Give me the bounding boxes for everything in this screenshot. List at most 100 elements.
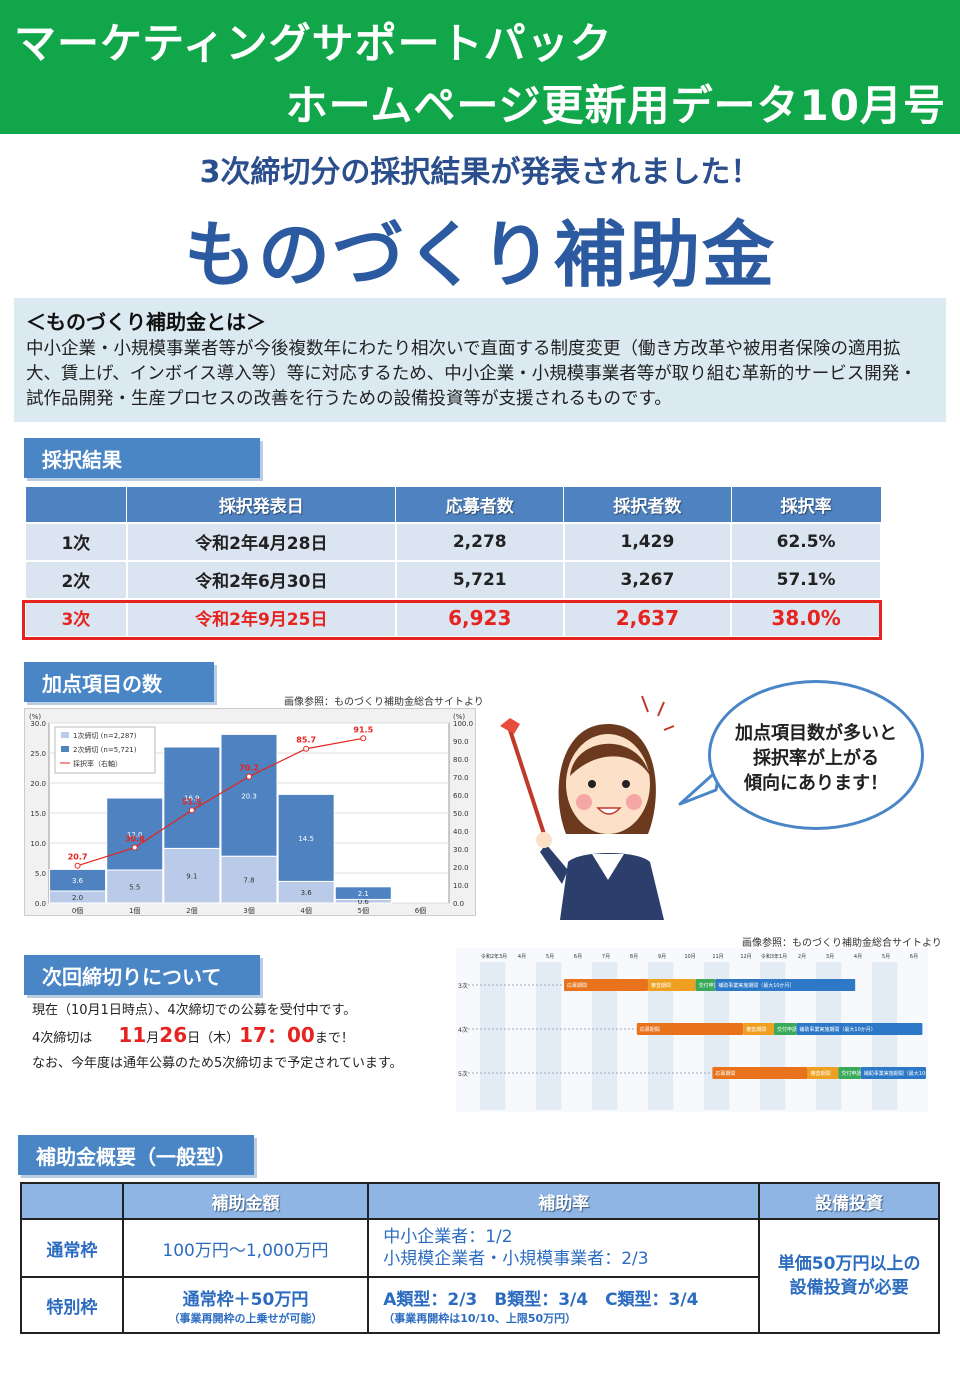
hand bbox=[536, 832, 552, 848]
table-row: 特別枠 通常枠＋50万円 （事業再開枠の上乗せが可能） A類型：2/3 B類型：… bbox=[20, 1276, 939, 1334]
table-cell: 2,278 bbox=[394, 521, 565, 562]
rate-line: 小規模企業者・小規模事業者：2/3 bbox=[383, 1249, 649, 1269]
table-cell: 57.1% bbox=[730, 559, 882, 600]
table-cell: 3次 bbox=[24, 597, 128, 638]
rate-label: 20.7 bbox=[68, 853, 88, 862]
results-header: 採択者数 bbox=[563, 486, 732, 523]
bar-label: 9.1 bbox=[186, 873, 197, 881]
summary-header: 補助率 bbox=[367, 1182, 761, 1220]
schedule-row-label: 5次 bbox=[458, 1070, 468, 1078]
rate-cell: 中小企業者：1/2 小規模企業者・小規模事業者：2/3 bbox=[367, 1218, 761, 1278]
bangs bbox=[570, 743, 650, 776]
deadline-line3: なお、今年度は通年公募のため5次締切まで予定されています。 bbox=[32, 1056, 403, 1071]
rate-point bbox=[74, 862, 81, 869]
schedule-phase-label: 交付申請 bbox=[777, 1026, 797, 1033]
investment-cell: 単価50万円以上の設備投資が必要 bbox=[758, 1218, 940, 1334]
deadline-text: 現在（10月1日時点）、4次締切での公募を受付中です。 4次締切は 11月26日… bbox=[32, 998, 403, 1076]
schedule-phase-label: 応募期間 bbox=[715, 1070, 735, 1077]
results-table: 採択発表日 応募者数 採択者数 採択率 1次 令和2年4月28日 2,278 1… bbox=[24, 486, 882, 638]
header-line2: ホームページ更新用データ10月号 bbox=[285, 81, 946, 130]
right-tick-label: 70.0 bbox=[453, 774, 469, 782]
attention-marks bbox=[641, 695, 675, 731]
collar bbox=[592, 854, 624, 880]
category-label: 3個 bbox=[243, 906, 254, 915]
schedule-phase-label: 審査期間 bbox=[746, 1026, 766, 1033]
deadline-post: まで！ bbox=[314, 1031, 354, 1046]
bar-label: 3.6 bbox=[301, 889, 313, 897]
bar-label: 20.3 bbox=[241, 792, 257, 800]
right-unit: (%) bbox=[453, 713, 465, 721]
bonus-label: 加点項目の数 bbox=[24, 662, 214, 702]
schedule-phase-label: 補助事業実施期間（最大10か月） bbox=[799, 1026, 875, 1033]
rate-label: 70.2 bbox=[239, 764, 259, 773]
deadline-line1: 現在（10月1日時点）、4次締切での公募を受付中です。 bbox=[32, 1003, 357, 1018]
amount-cell: 通常枠＋50万円 （事業再開枠の上乗せが可能） bbox=[121, 1276, 370, 1334]
rate-label: 51.5 bbox=[182, 797, 202, 806]
table-cell: 2次 bbox=[24, 559, 128, 600]
month-column bbox=[480, 962, 506, 1110]
deadline-time: 17：00 bbox=[239, 1023, 315, 1047]
month-label: 6月 bbox=[574, 954, 582, 960]
schedule-phase-label: 交付申請 bbox=[699, 982, 719, 989]
results-header-row: 採択発表日 応募者数 採択者数 採択率 bbox=[24, 486, 882, 523]
month-label: 9月 bbox=[658, 954, 666, 960]
chart-caption: 画像参照：ものづくり補助金総合サイトより bbox=[284, 697, 484, 708]
month-label: 12月 bbox=[740, 954, 751, 960]
legend-swatch bbox=[61, 746, 69, 752]
summary-header bbox=[20, 1182, 124, 1220]
right-tick-label: 80.0 bbox=[453, 756, 469, 764]
summary-header: 補助金額 bbox=[121, 1182, 370, 1220]
bar-series1 bbox=[106, 869, 164, 904]
category-label: 4個 bbox=[300, 906, 311, 915]
table-cell: 3,267 bbox=[562, 559, 733, 600]
about-box: ＜ものづくり補助金とは＞ 中小企業・小規模事業者等が今後複数年にわたり相次いで直… bbox=[14, 298, 946, 422]
rate-cell: A類型：2/3 B類型：3/4 C類型：3/4 （事業再開枠は10/10、上限5… bbox=[367, 1276, 761, 1334]
bar-label: 7.8 bbox=[243, 877, 254, 885]
eye-left bbox=[588, 780, 596, 788]
summary-table: 補助金額 補助率 設備投資 通常枠 100万円～1,000万円 中小企業者：1/… bbox=[20, 1182, 940, 1334]
table-row: 2次 令和2年6月30日 5,721 3,267 57.1% bbox=[24, 559, 882, 600]
rate-note: （事業再開枠は10/10、上限50万円） bbox=[383, 1311, 577, 1325]
table-cell: 1次 bbox=[24, 521, 128, 562]
about-body: 中小企業・小規模事業者等が今後複数年にわたり相次いで直面する制度変更（働き方改革… bbox=[26, 339, 917, 409]
right-tick-label: 100.0 bbox=[453, 720, 473, 728]
row-name: 通常枠 bbox=[20, 1218, 124, 1278]
month-label: 6月 bbox=[910, 954, 918, 960]
schedule-phase bbox=[564, 979, 648, 991]
bar-label: 2.0 bbox=[72, 894, 83, 902]
legend-box bbox=[54, 726, 156, 774]
schedule-phase bbox=[715, 979, 856, 991]
rate-line bbox=[77, 737, 364, 867]
category-label: 5個 bbox=[358, 906, 369, 915]
schedule-caption: 画像参照：ものづくり補助金総合サイトより bbox=[742, 938, 942, 949]
bar-series2 bbox=[334, 886, 392, 900]
results-header: 応募者数 bbox=[395, 486, 565, 523]
schedule-phase bbox=[743, 1023, 774, 1035]
category-label: 0個 bbox=[72, 906, 83, 915]
schedule-phase-label: 応募期間 bbox=[640, 1026, 660, 1033]
rate-point bbox=[360, 735, 367, 742]
right-tick-label: 20.0 bbox=[453, 864, 469, 872]
category-label: 6個 bbox=[415, 906, 426, 915]
bar-label: 12.0 bbox=[127, 831, 143, 839]
deadline-month-unit: 月 bbox=[146, 1031, 160, 1046]
deadline-month: 11 bbox=[118, 1023, 147, 1047]
schedule-phase bbox=[695, 979, 716, 991]
rate-label: 85.7 bbox=[296, 736, 316, 745]
category-label: 2個 bbox=[186, 906, 197, 915]
schedule-phase-label: 応募期間 bbox=[567, 982, 587, 989]
jacket bbox=[560, 853, 664, 920]
month-label: 5月 bbox=[882, 954, 890, 960]
header-line1: マーケティングサポートパック bbox=[14, 19, 613, 68]
bubble-line: 傾向にあります！ bbox=[744, 773, 888, 794]
schedule-row-label: 4次 bbox=[458, 1026, 468, 1034]
summary-header-row: 補助金額 補助率 設備投資 bbox=[20, 1182, 940, 1220]
month-label: 令和3年1月 bbox=[761, 953, 787, 960]
month-label: 8月 bbox=[630, 954, 638, 960]
chart-legend: 1次締切 (n=2,287) 2次締切 (n=5,721) 採択率（右軸） bbox=[54, 726, 156, 774]
right-tick-label: 40.0 bbox=[453, 828, 469, 836]
schedule-phase-label: 審査期間 bbox=[811, 1070, 831, 1077]
chart-svg: 0.0 5.0 10.0 15.0 20.0 25.0 30.0 0.0 10.0 20.0 30.… bbox=[29, 713, 473, 915]
main-title: ものづくり補助金 bbox=[183, 213, 776, 297]
month-label: 7月 bbox=[602, 954, 610, 960]
